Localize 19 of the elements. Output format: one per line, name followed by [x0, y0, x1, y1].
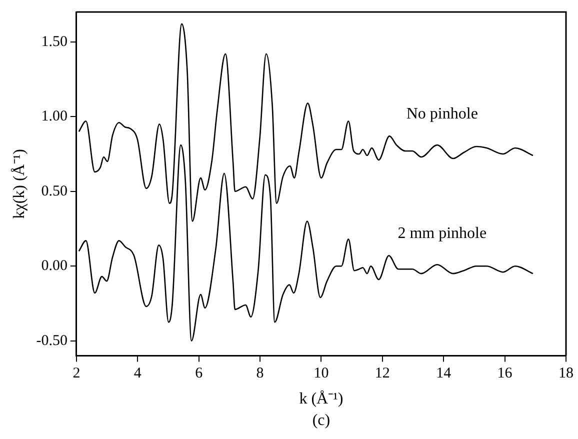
x-tick-label: 10 — [314, 366, 329, 382]
x-tick-label: 14 — [436, 366, 452, 382]
y-tick-label: -0.50 — [36, 332, 68, 349]
y-tick-label: 0.00 — [41, 258, 68, 274]
y-tick-label: 1.00 — [41, 108, 68, 125]
x-tick-label: 4 — [134, 366, 142, 382]
x-tick-label: 12 — [374, 366, 390, 382]
series-label: 2 mm pinhole — [398, 224, 487, 242]
x-tick-label: 6 — [195, 366, 204, 382]
x-axis-title: k (Å⁻¹) — [299, 390, 344, 408]
text: (c) — [312, 412, 330, 430]
x-tick-label: 2 — [72, 366, 80, 382]
series-label: No pinhole — [406, 105, 478, 122]
x-tick-label: 18 — [558, 366, 574, 382]
y-tick-label: 1.50 — [41, 34, 68, 50]
y-tick-label: 0.50 — [41, 183, 68, 200]
y-axis-title: kχ(k) (Å⁻¹) — [10, 149, 28, 219]
x-tick-label: 8 — [256, 366, 264, 382]
x-tick-label: 16 — [497, 366, 513, 382]
